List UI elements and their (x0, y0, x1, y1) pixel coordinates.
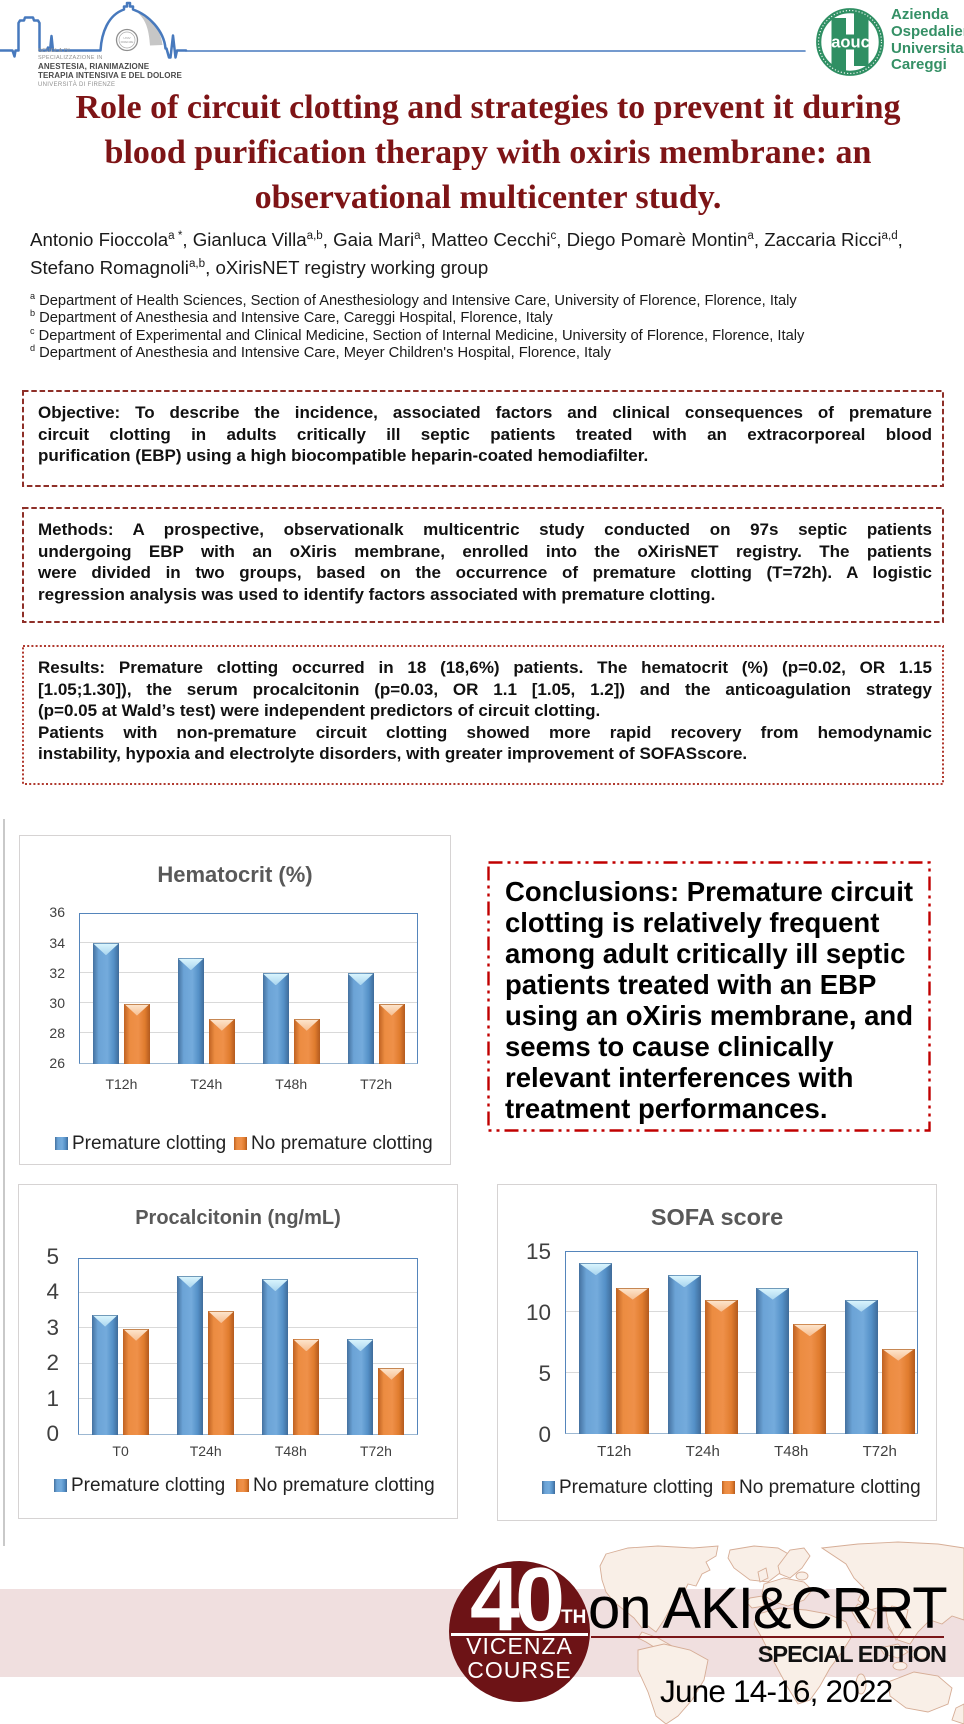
svg-text:UNIV: UNIV (123, 36, 130, 40)
svg-text:aouc: aouc (831, 34, 870, 52)
svg-text:FIRENZE: FIRENZE (121, 40, 134, 44)
